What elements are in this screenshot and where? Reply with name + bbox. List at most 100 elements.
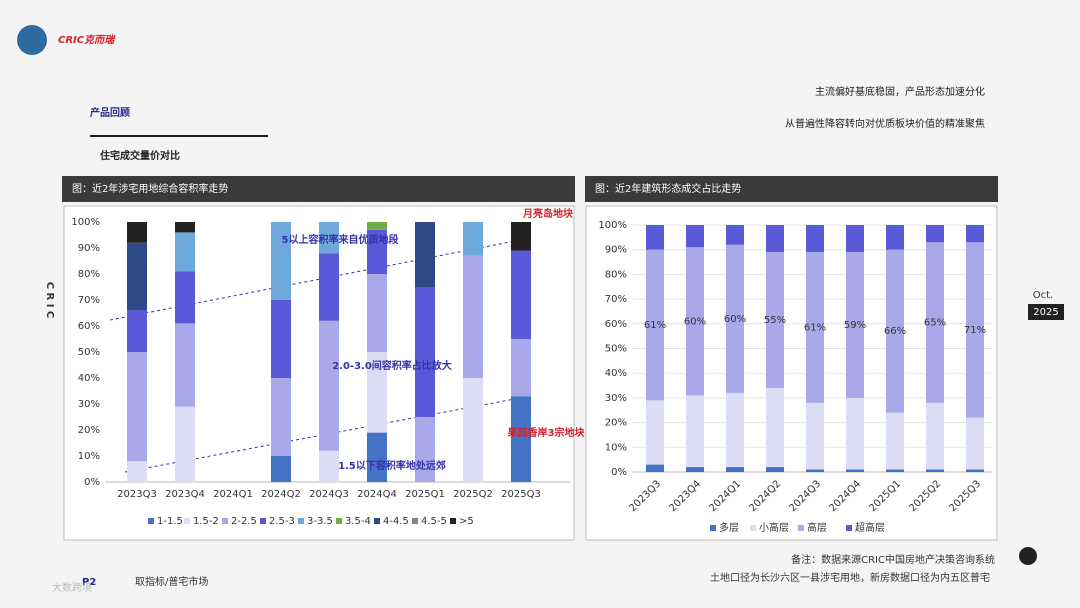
data-label: 60% [724,314,746,325]
legend-swatch [260,518,266,524]
bar-segment [367,432,387,482]
bar-segment [686,247,704,396]
legend-label: 2-2.5 [231,516,257,527]
y-tick-label: 80% [605,269,627,280]
data-label: 66% [884,326,906,337]
legend-swatch [450,518,456,524]
bar-segment [886,249,904,413]
side-label: C R I C [44,282,55,319]
x-tick-label: 2025Q1 [405,489,445,500]
bar-segment [726,225,744,245]
y-tick-label: 70% [605,294,627,305]
legend-swatch [798,525,804,531]
legend-label: 3-3.5 [307,516,333,527]
bar-segment [766,467,784,472]
y-tick-label: 90% [78,243,100,254]
bar-segment [846,469,864,472]
legend-swatch [222,518,228,524]
legend-swatch [846,525,852,531]
bar-segment [127,242,147,311]
bar-segment [766,252,784,389]
bar-segment [319,320,339,451]
bar-segment [127,222,147,243]
legend-label: 1.5-2 [193,516,219,527]
bar-segment [926,402,944,470]
bar-segment [319,253,339,321]
bar-segment [175,406,195,482]
date-year: 2025 [1033,307,1058,318]
legend-swatch [750,525,756,531]
y-tick-label: 30% [605,393,627,404]
annotation: 果园香岸3宗地块 [507,426,586,439]
bar-segment [686,467,704,472]
bar-segment [766,225,784,253]
bar-segment [966,469,984,472]
y-tick-label: 0% [611,467,627,478]
bar-segment [966,417,984,470]
section-title: 产品回顾 [90,106,130,119]
bar-segment [415,287,435,417]
data-label: 55% [764,315,786,326]
legend-label: 小高层 [759,521,789,534]
y-tick-label: 10% [78,451,100,462]
legend-label: >5 [459,516,474,527]
data-label: 65% [924,318,946,329]
bar-segment [511,396,531,482]
legend-swatch [184,518,190,524]
legend-swatch [412,518,418,524]
footnote: 土地口径为长沙六区一县涉宅用地，新房数据口径为内五区普宅 [710,571,990,584]
legend-label: 多层 [719,521,739,534]
bar-segment [127,352,147,462]
x-tick-label: 2025Q3 [501,489,541,500]
bar-segment [686,225,704,248]
bar-segment [367,274,387,352]
bar-segment [415,417,435,482]
y-tick-label: 10% [605,442,627,453]
bar-segment [726,392,744,468]
x-tick-label: 2024Q4 [357,489,397,500]
bar-segment [415,222,435,287]
bar-segment [806,402,824,470]
legend-swatch [710,525,716,531]
bar-segment [463,222,483,256]
headline: 主流偏好基底稳固，产品形态加速分化 [815,85,985,98]
bar-segment [846,397,864,470]
section-subtitle: 住宅成交量价对比 [100,149,180,162]
y-tick-label: 40% [605,368,627,379]
y-tick-label: 100% [71,217,100,228]
bar-segment [271,456,291,482]
bar-segment [271,378,291,456]
y-tick-label: 50% [605,344,627,355]
legend-label: 高层 [807,521,827,534]
title-bar [62,176,575,202]
bar-segment [463,255,483,378]
data-label: 61% [804,323,826,334]
bar-segment [511,250,531,339]
chart-title: 图：近2年建筑形态成交占比走势 [595,182,741,195]
bar-segment [926,225,944,243]
bar-segment [367,222,387,230]
bar-segment [846,225,864,253]
y-tick-label: 80% [78,269,100,280]
data-label: 61% [644,320,666,331]
bar-segment [646,464,664,472]
y-tick-label: 50% [78,347,100,358]
data-label: 60% [684,316,706,327]
bar-segment [271,300,291,378]
bar-segment [726,467,744,472]
chart-title: 图：近2年涉宅用地综合容积率走势 [72,182,228,195]
bar-segment [926,242,944,403]
legend-label: 4-4.5 [383,516,409,527]
bar-segment [926,469,944,472]
bar-segment [511,222,531,251]
bar-segment [319,450,339,482]
bar-segment [966,225,984,243]
data-label: 71% [964,325,986,336]
bar-segment [886,469,904,472]
bar-segment [966,242,984,418]
logo-icon [17,25,47,55]
y-tick-label: 60% [78,321,100,332]
bar-segment [319,222,339,254]
bar-segment [127,461,147,482]
